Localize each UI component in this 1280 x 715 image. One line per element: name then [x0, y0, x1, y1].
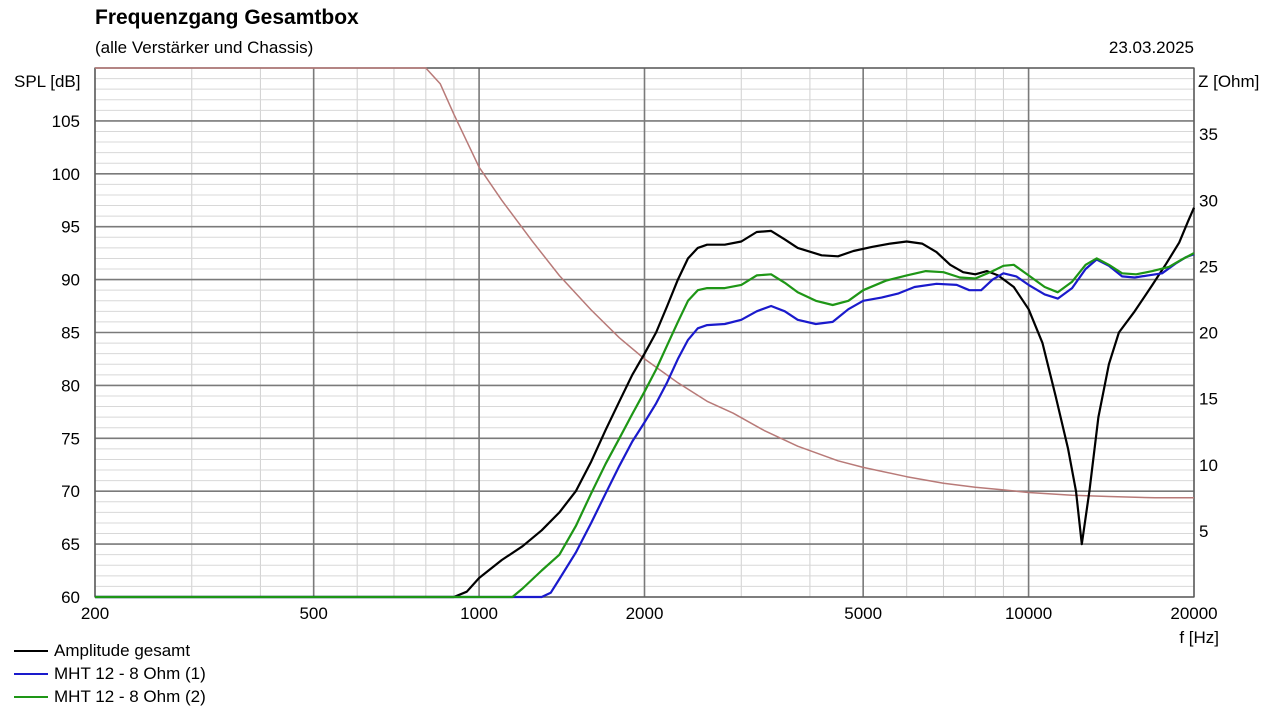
legend-item-amplitude: Amplitude gesamt [14, 641, 190, 661]
legend-swatch [14, 673, 48, 675]
x-tick-label: 2000 [626, 604, 664, 623]
x-tick-label: 200 [81, 604, 109, 623]
legend-label: MHT 12 - 8 Ohm (1) [54, 664, 206, 683]
impedance-line [95, 67, 1194, 499]
x-tick-label: 20000 [1170, 604, 1217, 623]
x-axis-title: f [Hz] [1179, 628, 1219, 647]
y-tick-label: 80 [61, 376, 80, 395]
x-tick-label: 1000 [460, 604, 498, 623]
x-tick-label: 500 [299, 604, 327, 623]
y2-tick-label: 30 [1199, 191, 1218, 210]
y2-tick-label: 25 [1199, 257, 1218, 276]
y2-tick-label: 15 [1199, 390, 1218, 409]
y-axis-title: SPL [dB] [14, 72, 80, 91]
legend-swatch [14, 696, 48, 698]
y-tick-label: 100 [52, 165, 80, 184]
y-tick-label: 85 [61, 324, 80, 343]
chart-date: 23.03.2025 [1108, 38, 1194, 57]
legend-swatch [14, 650, 48, 652]
y2-tick-label: 10 [1199, 456, 1218, 475]
x-tick-label: 10000 [1005, 604, 1052, 623]
plot-frame [94, 67, 1195, 598]
legend-item-mht-1: MHT 12 - 8 Ohm (1) [14, 664, 206, 684]
y-tick-label: 65 [61, 535, 80, 554]
y-tick-label: 75 [61, 429, 80, 448]
legend-item-mht-2: MHT 12 - 8 Ohm (2) [14, 687, 206, 707]
legend-label: Amplitude gesamt [54, 641, 191, 660]
y2-tick-label: 35 [1199, 125, 1218, 144]
series-layer [95, 67, 1196, 599]
y-tick-label: 70 [61, 482, 80, 501]
grid-layer [94, 67, 1195, 598]
y-tick-label: 105 [52, 112, 80, 131]
y2-tick-label: 5 [1199, 522, 1208, 541]
chart-subtitle: (alle Verstärker und Chassis) [95, 38, 314, 57]
y-tick-label: 95 [61, 218, 80, 237]
series-line [95, 253, 1195, 599]
legend-label: MHT 12 - 8 Ohm (2) [54, 687, 206, 706]
series-line [95, 207, 1196, 599]
chart-title: Frequenzgang Gesamtbox [95, 6, 359, 29]
x-tick-label: 5000 [844, 604, 882, 623]
y2-tick-label: 20 [1199, 324, 1218, 343]
y-tick-label: 90 [61, 271, 80, 290]
axis-layer: 60 65 70 75 80 85 90 95 100 105 5 10 15 20 25 30 35 200 50… [52, 67, 1218, 623]
y-tick-label: 60 [61, 588, 80, 607]
series-line [95, 252, 1195, 599]
y2-axis-title: Z [Ohm] [1198, 72, 1259, 91]
